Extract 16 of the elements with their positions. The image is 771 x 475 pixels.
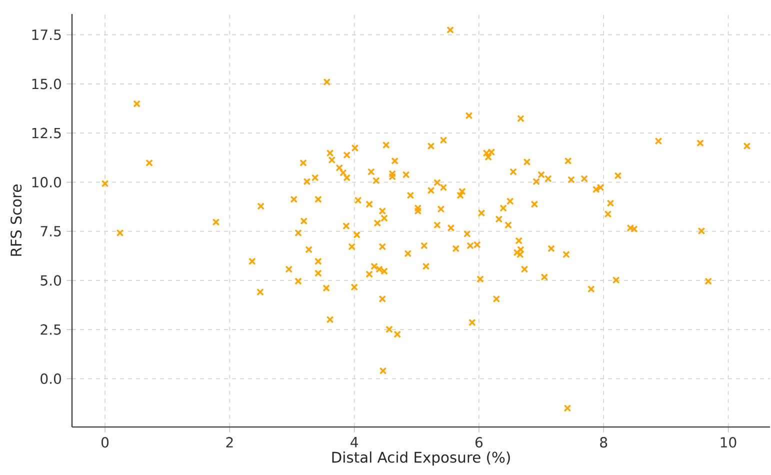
y-axis-title: RFS Score [10,184,22,256]
x-tick-label: 2 [226,437,233,448]
y-tick-label: 10.0 [32,176,62,188]
y-tick-label: 12.5 [32,128,61,138]
y-tick-label: 0.0 [40,373,62,384]
x-tick-label: 6 [475,437,483,448]
y-tick-label: 2.5 [40,324,61,335]
x-tick-label: 8 [600,437,608,448]
y-tick-label: 5.0 [40,275,62,286]
x-tick-label: 4 [350,437,358,448]
x-tick-label: 10 [720,437,736,448]
y-tick-label: 15.0 [32,78,62,90]
x-axis-title: Distal Acid Exposure (%) [332,451,510,466]
x-tick-label: 0 [102,437,109,448]
y-tick-label: 17.5 [32,30,61,40]
y-tick-label: 7.5 [40,226,61,236]
